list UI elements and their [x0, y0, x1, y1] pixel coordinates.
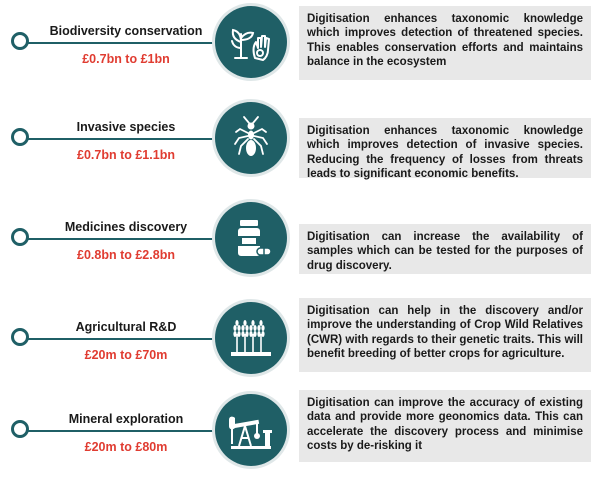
- item-description: Digitisation can increase the availabili…: [299, 224, 591, 274]
- item-invasive-species: Invasive species £0.7bn to £1.1bn Digiti…: [0, 96, 602, 182]
- item-title: Medicines discovery: [64, 220, 188, 234]
- wheat-icon: [231, 320, 271, 356]
- medicine-bottle-icon: [238, 220, 272, 256]
- item-value: £0.7bn to £1.1bn: [77, 148, 175, 162]
- icon-circle: [215, 102, 287, 174]
- icon-circle: [215, 202, 287, 274]
- item-value: £0.7bn to £1bn: [82, 52, 170, 66]
- plant-and-hand-icon: [231, 28, 270, 61]
- item-title: Agricultural R&D: [75, 320, 177, 334]
- item-value: £0.8bn to £2.8bn: [77, 248, 175, 262]
- timeline-dot: [11, 328, 29, 346]
- timeline-dot: [11, 228, 29, 246]
- item-description: Digitisation can help in the discovery a…: [299, 298, 591, 372]
- item-biodiversity: Biodiversity conservation £0.7bn to £1bn…: [0, 0, 602, 86]
- icon-circle: [215, 6, 287, 78]
- item-title: Invasive species: [76, 120, 176, 134]
- item-description: Digitisation enhances taxonomic knowledg…: [299, 118, 591, 180]
- item-description: Digitisation can improve the accuracy of…: [299, 390, 591, 462]
- icon-circle: [215, 302, 287, 374]
- connector-line: [16, 338, 238, 340]
- connector-line: [16, 238, 238, 240]
- timeline-dot: [11, 128, 29, 146]
- connector-line: [16, 430, 238, 432]
- item-title: Biodiversity conservation: [49, 24, 203, 38]
- ant-icon: [234, 116, 268, 156]
- item-value: £20m to £80m: [84, 440, 168, 454]
- item-value: £20m to £70m: [84, 348, 168, 362]
- item-agricultural-rd: Agricultural R&D £20m to £70m Digitisati…: [0, 296, 602, 382]
- item-description: Digitisation enhances taxonomic knowledg…: [299, 6, 591, 80]
- timeline-dot: [11, 420, 29, 438]
- timeline-dot: [11, 32, 29, 50]
- connector-line: [16, 42, 238, 44]
- item-mineral-exploration: Mineral exploration £20m to £80m Digitis…: [0, 388, 602, 474]
- connector-line: [16, 138, 238, 140]
- oil-pump-icon: [229, 416, 272, 449]
- icon-circle: [215, 394, 287, 466]
- item-medicines-discovery: Medicines discovery £0.8bn to £2.8bn Dig…: [0, 196, 602, 282]
- item-title: Mineral exploration: [68, 412, 184, 426]
